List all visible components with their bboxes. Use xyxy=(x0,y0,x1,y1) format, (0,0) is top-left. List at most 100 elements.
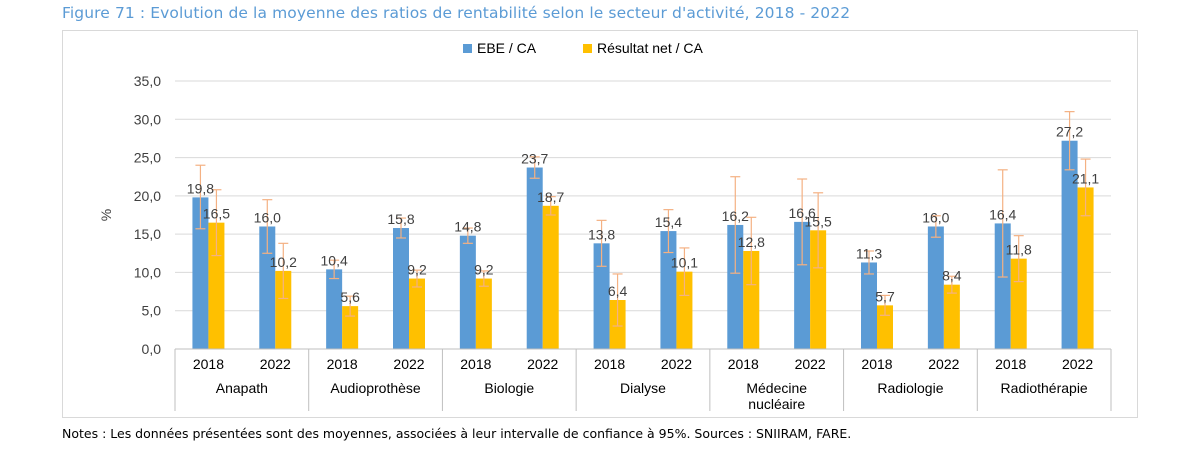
legend-item-resultat-net-ca: Résultat net / CA xyxy=(597,40,703,56)
bar-ebe-ca xyxy=(994,223,1011,349)
bar-resultat-net-ca xyxy=(342,306,359,349)
data-label: 15,4 xyxy=(655,214,682,230)
data-label: 11,3 xyxy=(856,245,882,261)
bar-chart: 0,0 5,0 10,0 15,0 20,0 25,0 30,0 35,0 % 19,8 16,… xyxy=(98,40,1112,412)
x-tick-sector: Médecine xyxy=(746,380,807,396)
legend-item-resultat-net-ca-swatch xyxy=(583,44,592,53)
data-label: 18,7 xyxy=(537,189,564,205)
x-tick-year: 2022 xyxy=(393,356,424,372)
chart-notes: Notes : Les données présentées sont des … xyxy=(62,426,852,441)
data-label: 16,6 xyxy=(789,205,816,221)
data-label: 12,8 xyxy=(738,234,765,250)
x-axis: 2018 2022 Anapath 2018 2022 Audioprothèse 2018… xyxy=(174,348,1112,412)
data-label: 6,4 xyxy=(608,283,628,299)
data-label: 5,6 xyxy=(340,289,360,305)
bar-resultat-net-ca xyxy=(542,205,559,349)
x-tick-year: 2018 xyxy=(861,356,892,372)
data-label: 15,5 xyxy=(805,213,832,229)
y-tick-label: 15,0 xyxy=(134,226,161,242)
x-tick-sector: Radiologie xyxy=(877,380,943,396)
legend-item-ebe-ca: EBE / CA xyxy=(477,40,537,56)
x-tick-year: 2018 xyxy=(728,356,759,372)
x-tick-year: 2018 xyxy=(327,356,358,372)
data-label: 16,0 xyxy=(254,209,281,225)
data-label: 16,2 xyxy=(722,208,749,224)
bar-resultat-net-ca xyxy=(676,271,693,349)
x-tick-year: 2018 xyxy=(193,356,224,372)
bar-ebe-ca xyxy=(861,262,877,349)
bar-ebe-ca xyxy=(660,231,677,349)
x-tick-year: 2022 xyxy=(661,356,692,372)
data-label: 14,8 xyxy=(454,219,481,235)
y-tick-label: 20,0 xyxy=(134,188,161,204)
y-tick-label: 0,0 xyxy=(142,341,162,357)
data-label: 11,8 xyxy=(1006,242,1032,258)
x-tick-sector: Anapath xyxy=(216,380,268,396)
bar-ebe-ca xyxy=(727,224,744,349)
bar-ebe-ca xyxy=(927,226,944,349)
bar-resultat-net-ca xyxy=(409,278,425,349)
data-label: 19,8 xyxy=(187,180,214,196)
y-tick-label: 10,0 xyxy=(134,264,161,280)
y-tick-label: 5,0 xyxy=(142,303,162,319)
data-label: 23,7 xyxy=(521,151,548,167)
bar-resultat-net-ca xyxy=(1077,187,1094,349)
x-tick-sector: Audioprothèse xyxy=(330,380,421,396)
legend: EBE / CA Résultat net / CA xyxy=(463,40,703,56)
x-tick-year: 2022 xyxy=(928,356,959,372)
x-tick-year: 2022 xyxy=(527,356,558,372)
bar-ebe-ca xyxy=(593,243,610,349)
x-tick-year: 2018 xyxy=(460,356,491,372)
bar-resultat-net-ca xyxy=(743,250,760,349)
data-label: 10,4 xyxy=(321,252,348,268)
bar-ebe-ca xyxy=(259,226,276,349)
x-tick-sector: Biologie xyxy=(484,380,534,396)
chart-frame: 0,0 5,0 10,0 15,0 20,0 25,0 30,0 35,0 % 19,8 16,… xyxy=(62,30,1138,418)
data-label: 16,4 xyxy=(989,206,1016,222)
bar-ebe-ca xyxy=(459,235,476,349)
data-label: 21,1 xyxy=(1072,170,1099,186)
bar-resultat-net-ca xyxy=(475,278,492,349)
data-label: 16,5 xyxy=(203,206,230,222)
legend-item-ebe-ca-swatch xyxy=(463,44,472,53)
data-label: 9,2 xyxy=(407,262,427,278)
bar-resultat-net-ca xyxy=(275,270,292,349)
bar-ebe-ca xyxy=(192,197,209,349)
gridlines xyxy=(175,80,1111,312)
y-axis-label: % xyxy=(98,209,114,221)
bar-ebe-ca xyxy=(794,221,811,349)
x-tick-year: 2018 xyxy=(995,356,1026,372)
y-tick-label: 30,0 xyxy=(134,111,161,127)
data-label: 9,2 xyxy=(474,262,494,278)
x-tick-year: 2022 xyxy=(795,356,826,372)
error-bars xyxy=(195,111,1091,327)
data-label: 15,8 xyxy=(387,211,414,227)
x-tick-sector: Radiothérapie xyxy=(1001,380,1088,396)
bar-ebe-ca xyxy=(1061,140,1078,349)
y-tick-label: 35,0 xyxy=(134,73,161,89)
bar-ebe-ca xyxy=(393,228,409,349)
data-label: 8,4 xyxy=(942,268,962,284)
y-axis-ticks: 0,0 5,0 10,0 15,0 20,0 25,0 30,0 35,0 xyxy=(134,73,161,357)
bar-ebe-ca xyxy=(326,269,343,349)
x-tick-year: 2018 xyxy=(594,356,625,372)
x-tick-year: 2022 xyxy=(1062,356,1093,372)
bars xyxy=(192,140,1094,349)
x-tick-sector: nucléaire xyxy=(748,396,805,412)
y-tick-label: 25,0 xyxy=(134,150,161,166)
data-label: 5,7 xyxy=(875,288,895,304)
figure-title: Figure 71 : Evolution de la moyenne des … xyxy=(62,4,851,22)
bar-resultat-net-ca xyxy=(810,230,827,349)
x-tick-year: 2022 xyxy=(260,356,291,372)
data-label: 13,8 xyxy=(588,226,615,242)
x-tick-sector: Dialyse xyxy=(620,380,666,396)
bar-resultat-net-ca xyxy=(208,222,225,349)
data-labels: 19,8 16,5 16,0 10,2 10,4 5,6 15,8 9,2 14,8 9,2 23,… xyxy=(187,124,1100,305)
data-label: 10,1 xyxy=(671,255,698,271)
bar-resultat-net-ca xyxy=(943,284,960,349)
bar-ebe-ca xyxy=(526,167,543,349)
data-label: 10,2 xyxy=(270,254,297,270)
data-label: 27,2 xyxy=(1056,124,1083,140)
data-label: 16,0 xyxy=(922,209,949,225)
bar-resultat-net-ca xyxy=(877,305,893,349)
